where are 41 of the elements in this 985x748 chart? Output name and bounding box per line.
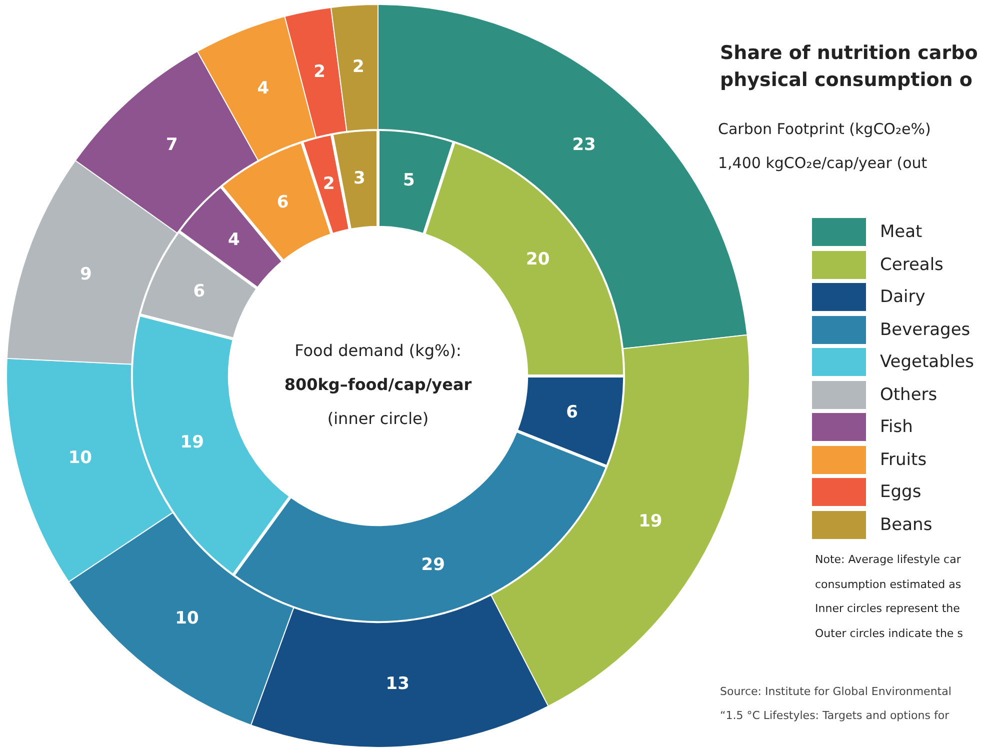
text: Note: Average lifestyle car xyxy=(815,553,961,566)
data-label: 13 xyxy=(386,674,410,694)
data-label: 2 xyxy=(322,174,335,194)
data-label: 6 xyxy=(193,281,206,302)
legend-label: Meat xyxy=(880,222,922,242)
legend-label: Beans xyxy=(880,514,932,535)
legend-label: Vegetables xyxy=(880,352,974,372)
text: Food demand (kg%): xyxy=(294,341,462,360)
data-label: 7 xyxy=(166,135,178,156)
legend-label: Eggs xyxy=(880,482,922,502)
legend-label: Fruits xyxy=(880,450,927,470)
text: Inner circles represent the xyxy=(815,602,960,615)
legend-label: Others xyxy=(880,384,938,405)
data-label: 6 xyxy=(566,402,578,422)
data-label: 3 xyxy=(353,168,366,189)
data-label: 2 xyxy=(314,62,326,82)
data-label: 20 xyxy=(526,249,550,270)
legend-label: Fish xyxy=(880,417,913,438)
legend-label: Dairy xyxy=(880,287,926,308)
text: Outer circles indicate the s xyxy=(815,626,963,640)
text: Share of nutrition carbo physical consumption o xyxy=(720,41,978,93)
data-label: 23 xyxy=(572,135,596,156)
text: (inner circle) xyxy=(326,409,430,428)
legend-label: Beverages xyxy=(880,320,970,340)
data-label: 2 xyxy=(352,57,364,78)
text: consumption estimated as xyxy=(815,578,962,590)
data-label: 4 xyxy=(257,78,270,99)
text: Carbon Footprint (kgCO₂e%) 1,400 kgCO₂e/cap/year (out xyxy=(718,119,931,174)
text: “1.5 °C Lifestyles: Targets and options for xyxy=(720,709,950,722)
data-label: 4 xyxy=(228,230,240,250)
text: 800kg–food/cap/year xyxy=(283,375,473,394)
data-label: 29 xyxy=(421,555,445,576)
data-label: 10 xyxy=(175,608,199,628)
data-label: 19 xyxy=(180,432,204,452)
legend-label: Cereals xyxy=(880,254,944,275)
data-label: 19 xyxy=(638,511,662,532)
data-label: 9 xyxy=(80,264,92,284)
data-label: 10 xyxy=(68,448,92,468)
source-note: Source: Institute for Global Environmental xyxy=(720,685,952,698)
data-label: 6 xyxy=(276,192,289,212)
data-label: 5 xyxy=(402,170,415,190)
